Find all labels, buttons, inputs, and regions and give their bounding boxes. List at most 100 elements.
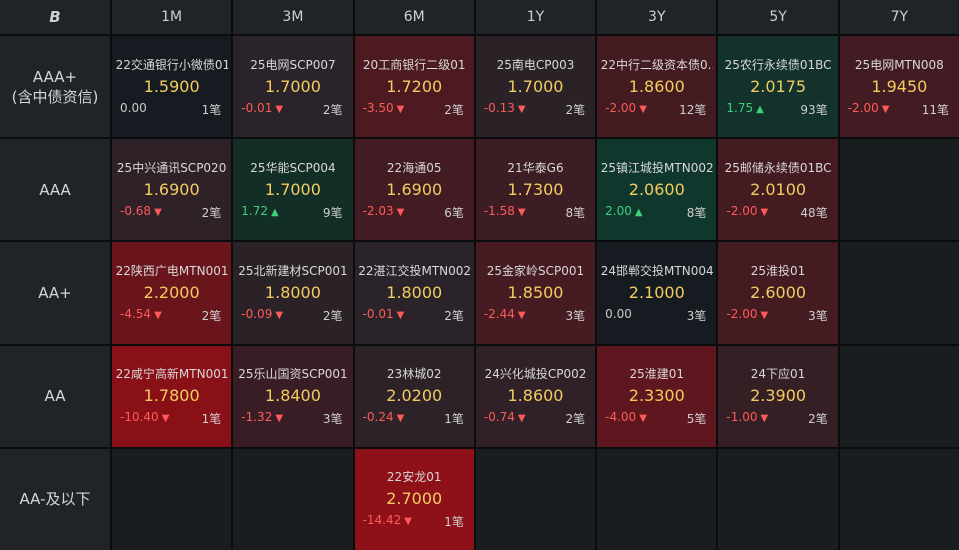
- bond-cell[interactable]: 20工商银行二级01 1.7200 -3.50 ▼ 2笔: [354, 36, 474, 138]
- column-header-3m[interactable]: 3M: [233, 0, 353, 34]
- bond-yield: 1.6900: [143, 179, 200, 199]
- bond-cell[interactable]: 24邯郸交投MTN004 2.1000 0.00 3笔: [597, 242, 717, 344]
- bond-name: 22陕西广电MTN001: [115, 263, 228, 278]
- bond-name: 23林城02: [386, 367, 442, 382]
- column-header-1y[interactable]: 1Y: [475, 0, 596, 34]
- arrow-down-icon: ▼: [760, 309, 769, 321]
- bond-cell[interactable]: 22安龙01 2.7000 -14.42 ▼ 1笔: [354, 448, 474, 550]
- trade-count: 1笔: [201, 102, 222, 117]
- bond-name: 21华泰G6: [507, 160, 564, 175]
- yield-change-value: -0.01: [362, 306, 394, 321]
- yield-change: -0.01 ▼: [363, 307, 405, 324]
- bond-cell[interactable]: 25农行永续债01BC 2.0175 1.75 ▲ 93笔: [718, 36, 838, 138]
- bond-cell[interactable]: 22湛江交投MTN002 1.8000 -0.01 ▼ 2笔: [354, 242, 474, 344]
- empty-cell: [839, 139, 959, 241]
- bond-cell[interactable]: 25北新建材SCP001 1.8000 -0.09 ▼ 2笔: [233, 242, 353, 344]
- bond-cell[interactable]: 24兴化城投CP002 1.8600 -0.74 ▼ 2笔: [475, 345, 596, 447]
- bond-cell[interactable]: 25淮投01 2.6000 -2.00 ▼ 3笔: [718, 242, 838, 344]
- yield-change: -0.13 ▼: [484, 101, 526, 118]
- yield-change: -4.54 ▼: [120, 307, 162, 324]
- bond-cell[interactable]: 25乐山国资SCP001 1.8400 -1.32 ▼ 3笔: [233, 345, 353, 447]
- bond-yield: 2.0175: [750, 76, 807, 96]
- bond-yield: 1.7000: [507, 76, 564, 96]
- bond-meta: 0.00 3笔: [597, 307, 716, 324]
- empty-cell: [475, 448, 596, 550]
- bond-meta: -2.00 ▼ 11笔: [840, 101, 959, 118]
- row-header-rating: AA: [0, 345, 110, 447]
- bond-cell[interactable]: 25电网MTN008 1.9450 -2.00 ▼ 11笔: [839, 36, 959, 138]
- bond-yield: 1.8600: [507, 386, 564, 406]
- yield-change: -0.74 ▼: [484, 410, 526, 427]
- column-header-5y[interactable]: 5Y: [718, 0, 838, 34]
- bond-meta: -2.00 ▼ 48笔: [718, 204, 837, 221]
- arrow-up-icon: ▲: [271, 206, 279, 218]
- bond-cell[interactable]: 23林城02 2.0200 -0.24 ▼ 1笔: [354, 345, 474, 447]
- yield-change-value: -0.13: [483, 100, 515, 115]
- empty-cell: [839, 448, 959, 550]
- arrow-down-icon: ▼: [517, 103, 526, 115]
- trade-count: 1笔: [201, 412, 222, 427]
- yield-change-value: -0.74: [483, 410, 515, 425]
- bond-name: 22中行二级资本债0...: [600, 57, 713, 72]
- column-header-6m[interactable]: 6M: [354, 0, 474, 34]
- bond-cell[interactable]: 22中行二级资本债0... 1.8600 -2.00 ▼ 12笔: [597, 36, 717, 138]
- yield-change: 1.75 ▲: [726, 101, 763, 118]
- bond-yield: 1.8000: [386, 282, 443, 302]
- bond-yield: 2.3300: [628, 386, 685, 406]
- bond-meta: -2.44 ▼ 3笔: [476, 307, 595, 324]
- bond-cell[interactable]: 22咸宁高新MTN001 1.7800 -10.40 ▼ 1笔: [112, 345, 232, 447]
- trade-count: 2笔: [322, 102, 343, 117]
- rating-label: AA+: [38, 283, 72, 302]
- empty-cell: [597, 448, 717, 550]
- bond-meta: -2.00 ▼ 3笔: [718, 307, 837, 324]
- bond-meta: -2.00 ▼ 12笔: [597, 101, 716, 118]
- arrow-down-icon: ▼: [760, 206, 769, 218]
- bond-meta: -1.58 ▼ 8笔: [476, 204, 595, 221]
- bond-cell[interactable]: 22交通银行小微债01 1.5900 0.00 1笔: [112, 36, 232, 138]
- bond-meta: -0.13 ▼ 2笔: [476, 101, 595, 118]
- yield-change-value: -0.09: [241, 306, 273, 321]
- bond-meta: 0.00 1笔: [112, 101, 231, 118]
- arrow-down-icon: ▼: [275, 103, 284, 115]
- bond-cell[interactable]: 25金家岭SCP001 1.8500 -2.44 ▼ 3笔: [475, 242, 596, 344]
- bond-name: 24邯郸交投MTN004: [600, 263, 713, 278]
- bond-cell[interactable]: 25华能SCP004 1.7000 1.72 ▲ 9笔: [233, 139, 353, 241]
- bond-yield: 1.7300: [507, 179, 564, 199]
- bond-cell[interactable]: 25镇江城投MTN002 2.0600 2.00 ▲ 8笔: [597, 139, 717, 241]
- column-header-1m[interactable]: 1M: [112, 0, 232, 34]
- bond-cell[interactable]: 25淮建01 2.3300 -4.00 ▼ 5笔: [597, 345, 717, 447]
- bond-name: 25淮投01: [750, 263, 806, 278]
- yield-change: -2.44 ▼: [484, 307, 526, 324]
- trade-count: 3笔: [565, 308, 586, 323]
- column-header-7y[interactable]: 7Y: [839, 0, 959, 34]
- yield-change-value: -14.42: [362, 513, 402, 528]
- bond-cell[interactable]: 22陕西广电MTN001 2.2000 -4.54 ▼ 2笔: [112, 242, 232, 344]
- column-header-3y[interactable]: 3Y: [597, 0, 717, 34]
- bond-cell[interactable]: 25中兴通讯SCP020 1.6900 -0.68 ▼ 2笔: [112, 139, 232, 241]
- bond-meta: 1.72 ▲ 9笔: [233, 204, 352, 221]
- trade-count: 1笔: [444, 515, 464, 530]
- bond-yield: 1.7000: [264, 76, 321, 96]
- bond-name: 22湛江交投MTN002: [358, 263, 471, 278]
- bond-cell[interactable]: 25电网SCP007 1.7000 -0.01 ▼ 2笔: [233, 36, 353, 138]
- bond-meta: -0.09 ▼ 2笔: [233, 307, 352, 324]
- bond-cell[interactable]: 24下应01 2.3900 -1.00 ▼ 2笔: [718, 345, 838, 447]
- bond-name: 24下应01: [750, 367, 806, 382]
- bond-name: 22咸宁高新MTN001: [115, 367, 228, 382]
- bond-cell[interactable]: 22海通05 1.6900 -2.03 ▼ 6笔: [354, 139, 474, 241]
- yield-change-value: 1.72: [241, 203, 268, 218]
- yield-change-value: -10.40: [120, 410, 159, 425]
- trade-count: 3笔: [686, 308, 707, 323]
- trade-count: 1笔: [444, 412, 464, 427]
- bond-meta: -4.00 ▼ 5笔: [597, 410, 716, 427]
- bond-cell[interactable]: 25邮储永续债01BC 2.0100 -2.00 ▼ 48笔: [718, 139, 838, 241]
- rating-label: AAA: [39, 180, 71, 199]
- bond-name: 25镇江城投MTN002: [600, 160, 713, 175]
- trade-count: 3笔: [808, 308, 828, 323]
- bond-cell[interactable]: 21华泰G6 1.7300 -1.58 ▼ 8笔: [475, 139, 596, 241]
- yield-change: -3.50 ▼: [363, 101, 405, 118]
- bond-cell[interactable]: 25南电CP003 1.7000 -0.13 ▼ 2笔: [475, 36, 596, 138]
- bond-name: 25淮建01: [629, 367, 685, 382]
- bond-yield: 1.8000: [264, 282, 321, 302]
- bond-yield: 1.8600: [628, 76, 685, 96]
